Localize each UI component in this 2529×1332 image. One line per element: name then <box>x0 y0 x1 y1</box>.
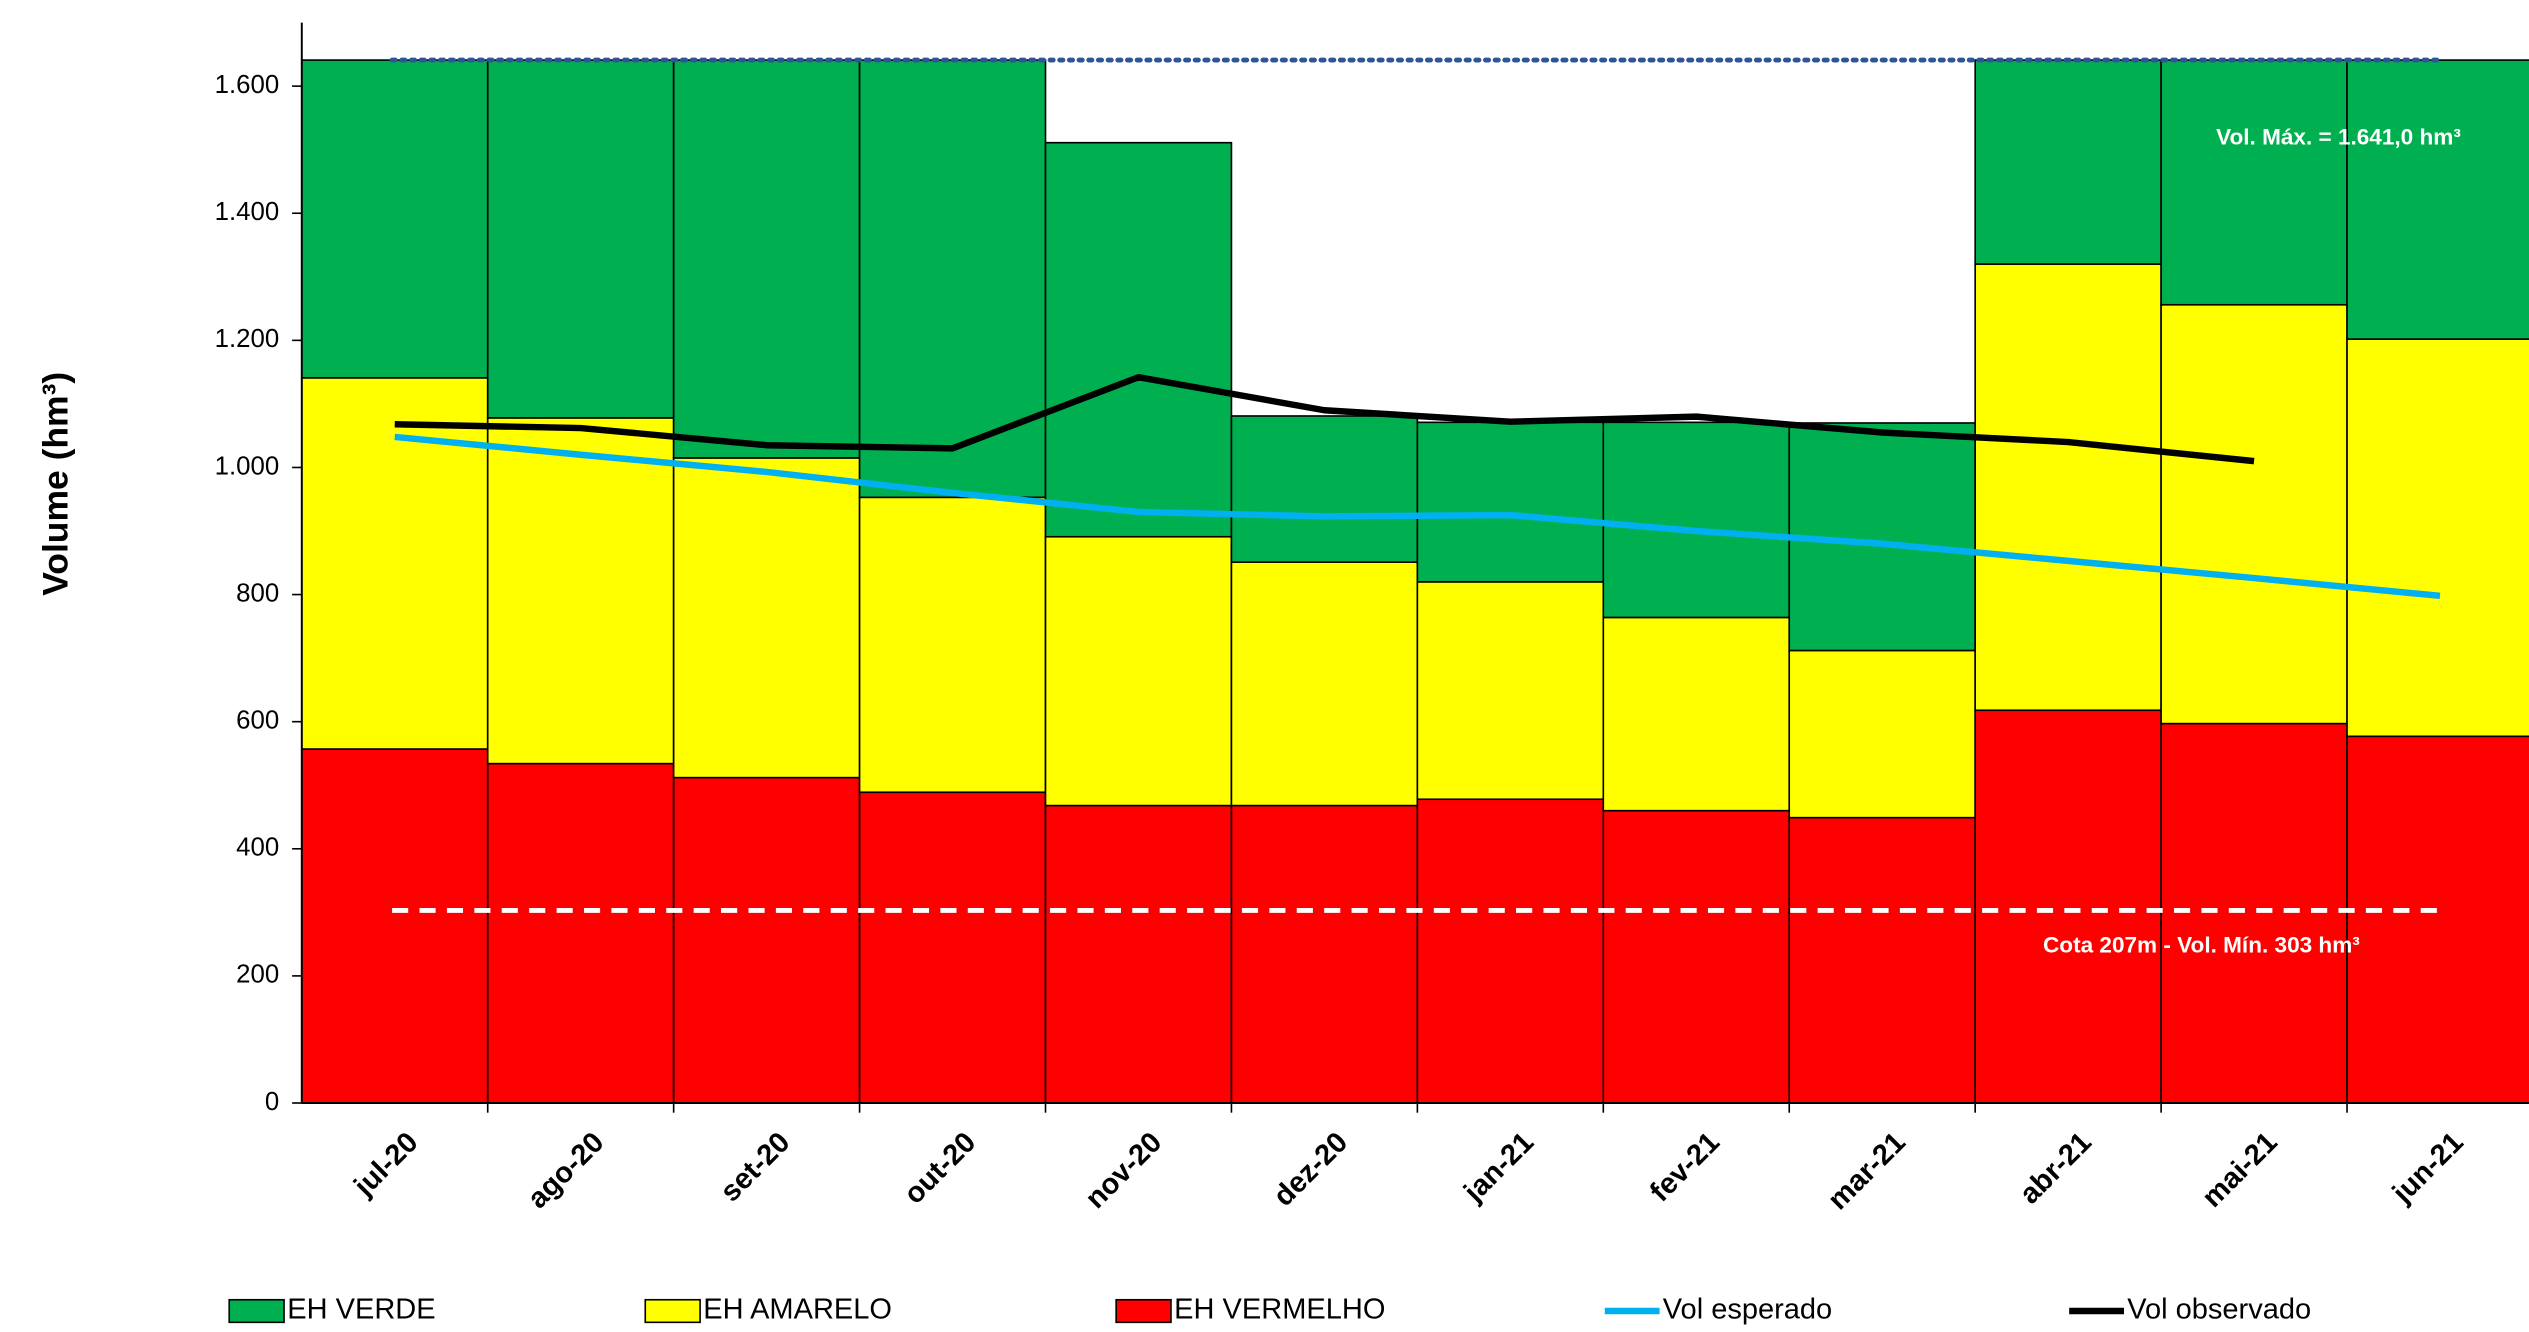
x-tick-label: jan-21 <box>1457 1126 1540 1209</box>
bar-segment <box>672 457 861 779</box>
bar-segment <box>1230 804 1419 1104</box>
bar-segment <box>2160 722 2348 1104</box>
bar-segment <box>1416 581 1605 801</box>
bar-segment <box>1416 421 1605 583</box>
bar-segment <box>486 417 675 765</box>
annotation: Vol. Máx. = 1.641,0 hm³ <box>2216 125 2461 150</box>
legend-label: Vol observado <box>2127 1294 2311 1326</box>
bar-segment <box>858 496 1047 794</box>
bar-segment <box>672 776 861 1104</box>
bar-segment <box>300 377 489 750</box>
y-tick-label: 200 <box>236 961 279 989</box>
bar-segment <box>2346 59 2529 340</box>
y-tick-label: 1.200 <box>215 325 280 353</box>
legend-label: Vol esperado <box>1663 1294 1832 1326</box>
bar-segment <box>1044 535 1233 807</box>
bar-segment <box>1044 804 1233 1104</box>
bar-segment <box>1602 421 1791 619</box>
y-tick-label: 600 <box>236 706 279 734</box>
x-tick-label: mar-21 <box>1822 1126 1912 1216</box>
bar-segment <box>1602 809 1791 1104</box>
bar-segment <box>2346 735 2529 1104</box>
line-series <box>394 373 2255 465</box>
y-tick-label: 1.000 <box>215 452 280 480</box>
bar-segment <box>672 59 861 459</box>
legend-label: EH VERMELHO <box>1174 1294 1385 1326</box>
y-tick-label: 1.600 <box>215 71 280 99</box>
bar-segment <box>1602 616 1791 812</box>
bar-segment <box>858 59 1047 499</box>
y-tick-label: 800 <box>236 579 279 607</box>
bar-segment <box>300 748 489 1104</box>
x-tick-label: fev-21 <box>1644 1126 1726 1208</box>
legend-swatch <box>228 1298 285 1324</box>
y-tick-label: 400 <box>236 834 279 862</box>
bar-segment <box>1230 561 1419 807</box>
x-tick-label: dez-20 <box>1268 1126 1354 1212</box>
bar-segment <box>2346 338 2529 738</box>
bar-segment <box>2160 303 2348 725</box>
y-tick-label: 0 <box>265 1088 279 1116</box>
x-tick-label: set-20 <box>714 1126 796 1208</box>
bar-segment <box>1044 141 1233 538</box>
x-tick-label: jul-20 <box>348 1126 425 1203</box>
legend-label: EH VERDE <box>287 1294 435 1326</box>
x-tick-label: ago-20 <box>522 1126 611 1215</box>
legend-label: EH AMARELO <box>703 1294 892 1326</box>
line-series <box>394 433 2441 600</box>
bar-segment <box>1974 709 2162 1104</box>
x-tick-label: out-20 <box>898 1126 982 1210</box>
y-axis-label: Volume (hm³) <box>36 372 76 596</box>
bar-segment <box>858 791 1047 1104</box>
bar-segment <box>1974 263 2162 712</box>
bar-segment <box>1416 798 1605 1104</box>
legend-swatch <box>1115 1298 1172 1324</box>
legend-swatch <box>644 1298 701 1324</box>
bar-segment <box>486 762 675 1104</box>
bar-segment <box>300 59 489 379</box>
x-tick-label: mai-21 <box>2196 1126 2284 1214</box>
y-tick-label: 1.400 <box>215 198 280 226</box>
x-tick-label: jun-21 <box>2386 1126 2470 1210</box>
bar-segment <box>2160 59 2348 306</box>
bar-segment <box>1788 816 1976 1104</box>
x-tick-label: abr-21 <box>2014 1126 2098 1210</box>
annotation: Cota 207m - Vol. Mín. 303 hm³ <box>2043 933 2360 958</box>
bar-segment <box>486 59 675 419</box>
bar-segment <box>1230 415 1419 563</box>
x-tick-label: nov-20 <box>1079 1126 1168 1215</box>
bar-segment <box>1974 59 2162 265</box>
bar-segment <box>1788 649 1976 819</box>
